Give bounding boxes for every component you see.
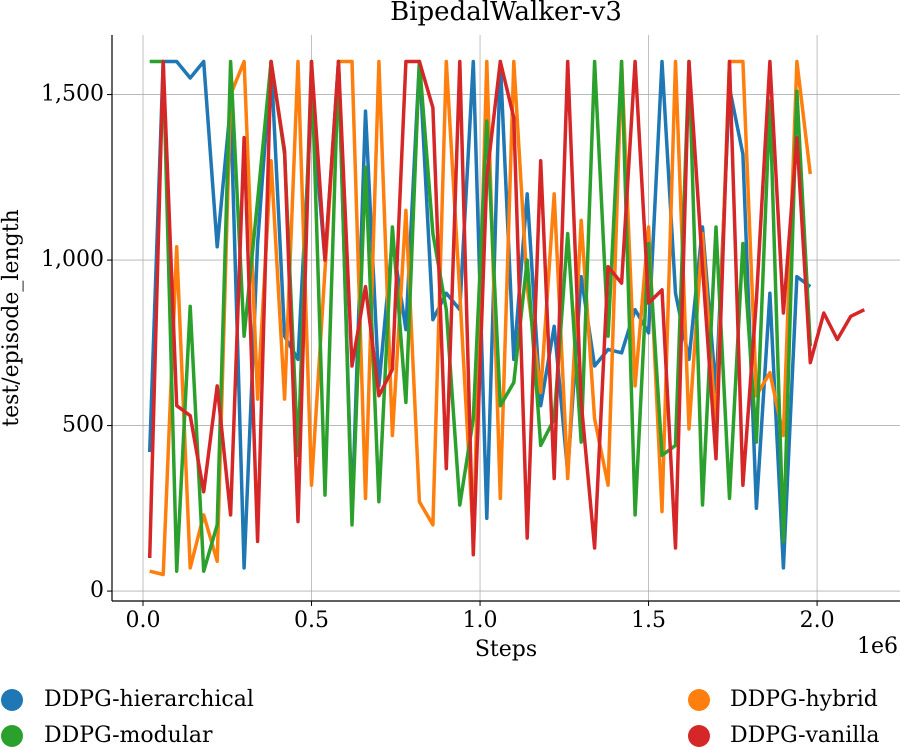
x-offset-label: 1e6	[857, 634, 898, 659]
y-tick-label: 500	[62, 413, 104, 438]
legend-marker	[688, 689, 710, 711]
x-tick-label: 0.5	[294, 608, 329, 633]
x-tick-label: 1.5	[631, 608, 666, 633]
x-tick-label: 2.0	[800, 608, 835, 633]
legend-label: DDPG-hierarchical	[44, 687, 254, 712]
legend-label: DDPG-hybrid	[730, 687, 878, 712]
legend-marker	[688, 725, 710, 747]
legend-label: DDPG-modular	[44, 723, 213, 748]
y-tick-label: 1,500	[41, 82, 104, 107]
y-tick-label: 1,000	[41, 247, 104, 272]
legend-marker	[1, 725, 23, 747]
legend-label: DDPG-vanilla	[730, 723, 879, 748]
lines	[147, 59, 866, 577]
chart-title: BipedalWalker-v3	[390, 0, 622, 27]
x-axis-label: Steps	[475, 637, 537, 662]
y-axis-label: test/episode_length	[0, 209, 24, 427]
y-tick-label: 0	[90, 578, 104, 603]
series-line	[147, 59, 866, 559]
series-line	[149, 59, 813, 573]
x-tick-label: 1.0	[463, 608, 498, 633]
legend-marker	[1, 689, 23, 711]
x-tick-label: 0.0	[126, 608, 161, 633]
